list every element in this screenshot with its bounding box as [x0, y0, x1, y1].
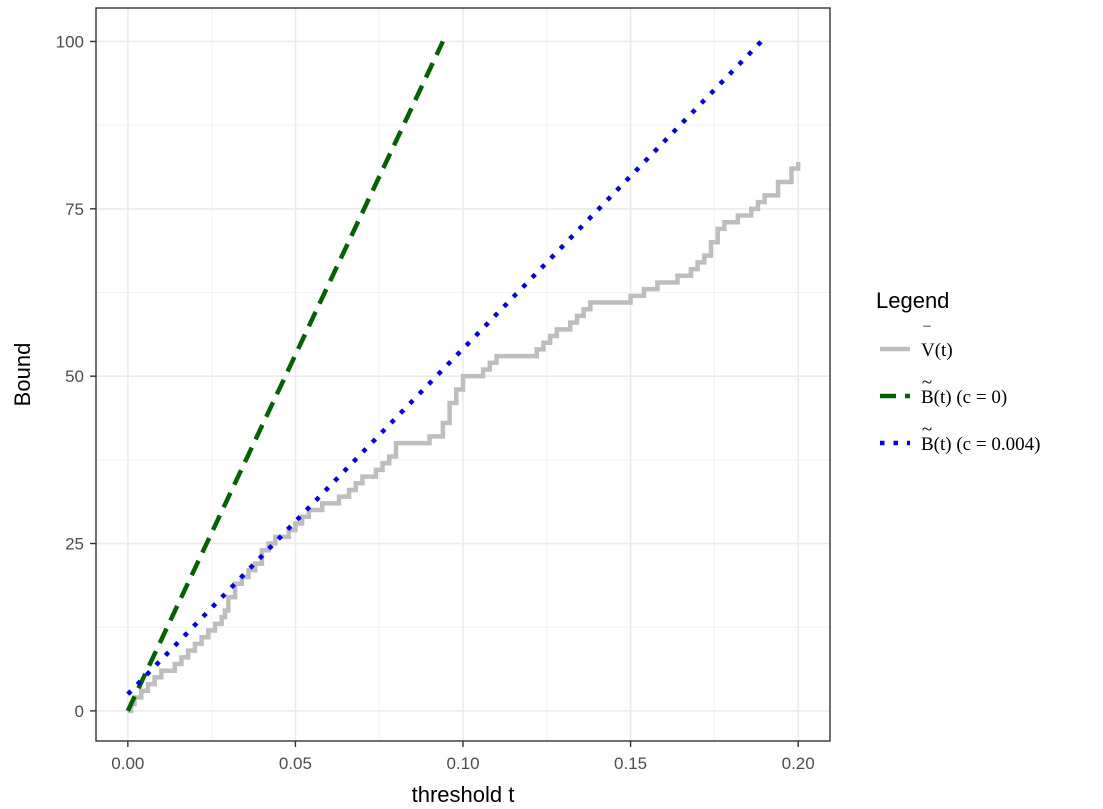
y-tick-label: 0 [75, 702, 84, 721]
legend-entry-1: ~B(t) (c = 0) [921, 372, 1007, 408]
y-axis: 0 25 50 75 100 [56, 32, 96, 721]
series-layer [125, 39, 801, 714]
legend-accent-1: ~ [922, 372, 932, 393]
plot-panel [95, 7, 831, 742]
legend-entry-2: ~B(t) (c = 0.004) [921, 419, 1040, 455]
legend-accent-0: ‾ [923, 325, 931, 346]
series-line-0 [127, 161, 801, 714]
x-tick-label: 0.10 [446, 754, 479, 773]
x-axis-title: threshold t [412, 782, 515, 807]
x-tick-label: 0.00 [111, 754, 144, 773]
legend: Legend ‾V(t)~B(t) (c = 0)~B(t) (c = 0.00… [876, 288, 1040, 455]
legend-entry-0: ‾V(t) [921, 325, 953, 361]
x-tick-label: 0.05 [279, 754, 312, 773]
x-tick-label: 0.20 [782, 754, 815, 773]
x-tick-label: 0.15 [614, 754, 647, 773]
y-tick-label: 25 [65, 535, 84, 554]
y-tick-label: 75 [65, 200, 84, 219]
legend-label-2: B(t) (c = 0.004) [921, 434, 1040, 455]
legend-label-1: B(t) (c = 0) [921, 387, 1007, 408]
legend-accent-2: ~ [922, 419, 932, 440]
y-tick-label: 100 [56, 32, 84, 51]
y-tick-label: 50 [65, 367, 84, 386]
legend-label-0: V(t) [921, 340, 953, 361]
legend-title: Legend [876, 288, 949, 313]
series-line-2 [126, 39, 763, 696]
y-axis-title: Bound [10, 343, 35, 407]
legend-entries: ‾V(t)~B(t) (c = 0)~B(t) (c = 0.004) [880, 325, 1040, 455]
x-axis: 0.00 0.05 0.10 0.15 0.20 [111, 741, 815, 773]
